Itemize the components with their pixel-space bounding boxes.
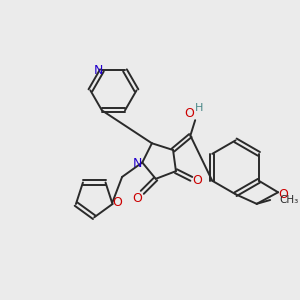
Text: N: N (93, 64, 103, 77)
Text: N: N (133, 157, 142, 170)
Text: O: O (133, 192, 142, 205)
Text: O: O (192, 174, 202, 187)
Text: H: H (195, 103, 203, 113)
Text: O: O (184, 107, 194, 120)
Text: CH₃: CH₃ (280, 195, 299, 205)
Text: O: O (112, 196, 122, 208)
Text: O: O (278, 188, 288, 201)
